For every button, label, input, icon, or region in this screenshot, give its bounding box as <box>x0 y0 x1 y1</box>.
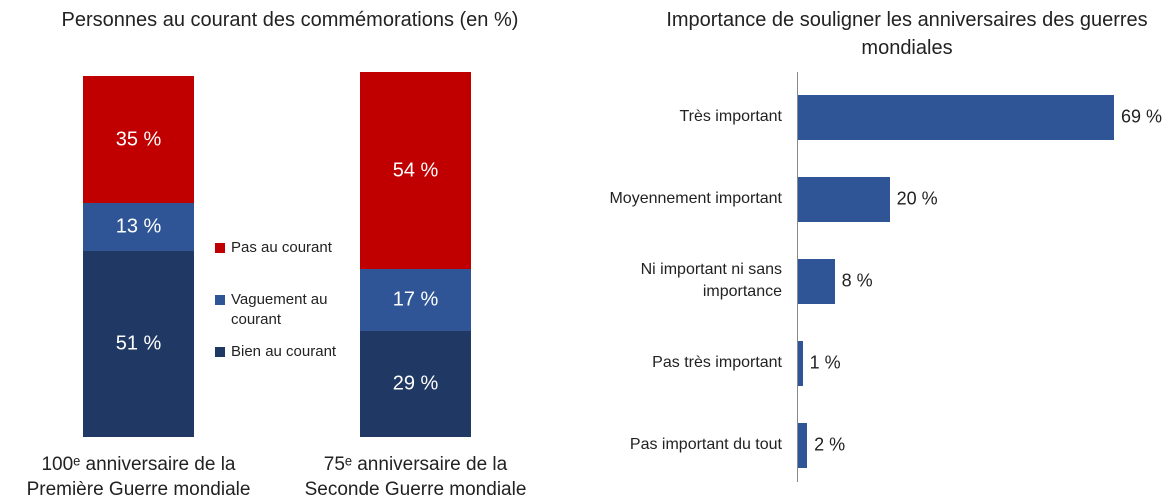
value-label: 69 % <box>1121 106 1163 127</box>
bar-segment <box>83 250 194 437</box>
bar <box>798 94 1115 140</box>
bar <box>798 258 835 304</box>
chart-title: Personnes au courant des commémorations … <box>61 9 519 31</box>
bar <box>798 340 803 386</box>
chart-title: Importance de souligner les anniversaire… <box>666 9 1148 59</box>
legend-label: Bien au courant <box>231 343 337 360</box>
value-label: 17 % <box>392 288 439 311</box>
legend-label: Pas au courant <box>231 239 332 256</box>
bar-segment <box>360 72 471 270</box>
legend-swatch <box>215 243 225 253</box>
legend-entry: Bien au courant <box>215 342 350 362</box>
category-label: Moyennement important <box>609 190 782 207</box>
category-label: Ni important ni sans importance <box>640 261 782 300</box>
value-label: 29 % <box>392 372 439 395</box>
bar-segment <box>360 269 471 332</box>
legend-swatch <box>215 295 225 305</box>
legend-swatch <box>215 347 225 357</box>
category-label: Très important <box>679 108 782 125</box>
bar-segment <box>360 331 471 437</box>
legend-entry: Vaguement au courant <box>215 290 350 330</box>
axis-line <box>797 72 798 482</box>
legend-label: Vaguement au courant <box>231 291 328 328</box>
value-label: 8 % <box>841 270 873 291</box>
bar <box>798 176 890 222</box>
category-label: Pas très important <box>652 354 782 371</box>
value-label: 20 % <box>896 188 938 209</box>
value-label: 35 % <box>115 128 162 151</box>
legend-entry: Pas au courant <box>215 238 350 258</box>
bar <box>798 422 808 468</box>
category-label: 75ᵉ anniversaire de la Seconde Guerre mo… <box>304 454 527 495</box>
bar-segment <box>83 75 194 204</box>
value-label: 1 % <box>809 352 841 373</box>
value-label: 51 % <box>115 332 162 355</box>
value-label: 54 % <box>392 159 439 182</box>
value-label: 13 % <box>115 215 162 238</box>
value-label: 2 % <box>814 434 846 455</box>
category-label: 100ᵉ anniversaire de la Première Guerre … <box>26 454 251 495</box>
category-label: Pas important du tout <box>629 436 782 453</box>
bar-segment <box>83 203 194 251</box>
